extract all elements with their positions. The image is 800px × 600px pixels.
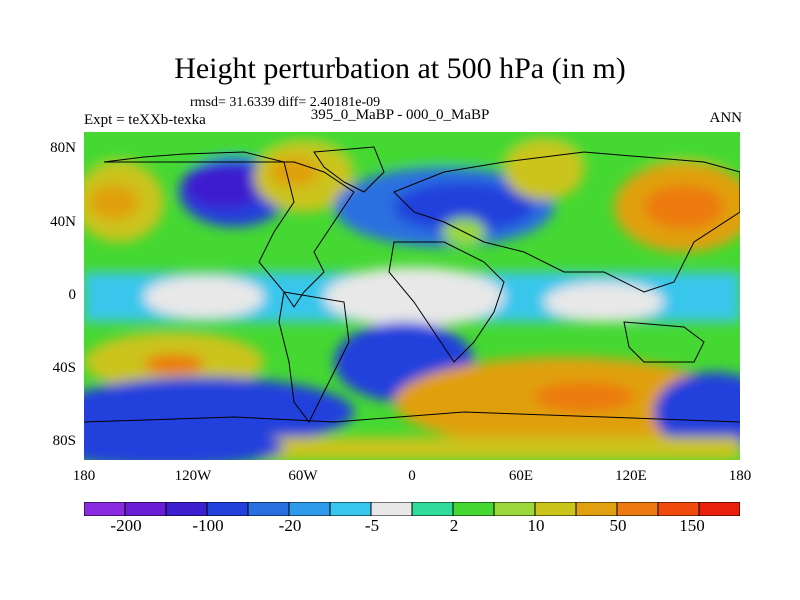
colorbar-swatch	[124, 502, 167, 516]
colorbar-label: -100	[192, 516, 224, 535]
colorbar-swatch	[534, 502, 577, 516]
colorbar-label: -20	[278, 516, 302, 535]
colorbar-swatch	[698, 502, 740, 516]
x-tick-label: 0	[408, 468, 416, 484]
colorbar-label: -5	[364, 516, 380, 535]
stats-text: rmsd= 31.6339 diff= 2.40181e-09	[190, 95, 381, 110]
colorbar-swatch	[329, 502, 372, 516]
colorbar-swatch	[657, 502, 700, 516]
colorbar-label: -200	[110, 516, 142, 535]
colorbar-swatch	[288, 502, 331, 516]
field-patches	[84, 132, 740, 460]
colorbar-swatch	[165, 502, 208, 516]
x-tick-label: 60E	[508, 468, 534, 484]
season-label: ANN	[709, 110, 743, 126]
colorbar-swatch	[247, 502, 290, 516]
colorbar-swatch	[452, 502, 495, 516]
colorbar-swatch	[493, 502, 536, 516]
colorbar-swatch	[616, 502, 659, 516]
y-tick-label: 80S	[52, 433, 76, 449]
x-tick-label: 180	[728, 468, 752, 484]
x-tick-label: 60W	[288, 468, 318, 484]
x-tick-label: 180	[72, 468, 96, 484]
colorbar-swatch	[206, 502, 249, 516]
map-panel: 80N 40N 0 40S 80S 180 120W 60W 0 60E 120…	[50, 132, 751, 484]
map-plot	[84, 132, 740, 460]
x-tick-label: 120W	[174, 468, 212, 484]
colorbar-label: 2	[449, 516, 459, 535]
colorbar-label: 50	[609, 516, 627, 535]
x-tick-label: 120E	[615, 468, 647, 484]
colorbar-swatch	[411, 502, 454, 516]
map-title: Height perturbation at 500 hPa (in m)	[174, 52, 626, 85]
colorbar-swatch	[370, 502, 413, 516]
colorbar-swatch	[84, 502, 126, 516]
colorbar-label: 150	[679, 516, 705, 535]
colorbar	[84, 502, 740, 516]
y-tick-label: 80N	[50, 140, 76, 156]
experiment-label: Expt = teXXb-texka	[84, 112, 206, 128]
case-label: 395_0_MaBP - 000_0_MaBP	[310, 107, 490, 123]
colorbar-swatch	[575, 502, 618, 516]
colorbar-label: 10	[527, 516, 545, 535]
y-tick-label: 40S	[52, 360, 76, 376]
y-tick-label: 40N	[50, 214, 76, 230]
y-tick-label: 0	[68, 287, 77, 303]
land-outlines	[84, 146, 740, 423]
